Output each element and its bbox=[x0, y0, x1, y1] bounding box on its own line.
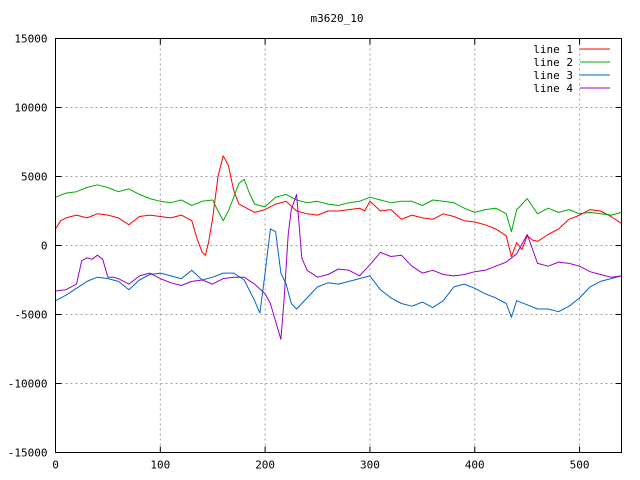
y-tick-label: 0 bbox=[41, 240, 48, 253]
legend-label: line 1 bbox=[533, 43, 573, 56]
x-tick-label: 0 bbox=[52, 459, 59, 472]
series-line-3 bbox=[55, 228, 622, 318]
x-tick-label: 200 bbox=[255, 459, 275, 472]
chart-title: m3620_10 bbox=[311, 12, 364, 25]
x-tick-label: 400 bbox=[465, 459, 485, 472]
series-lines bbox=[55, 155, 622, 340]
x-tick-label: 300 bbox=[360, 459, 380, 472]
series-line-4 bbox=[55, 193, 622, 340]
y-tick-label: 10000 bbox=[14, 102, 47, 115]
legend-label: line 2 bbox=[533, 56, 573, 69]
legend-label: line 4 bbox=[533, 82, 573, 95]
axis-ticks: -15000 -10000 -5000 0 5000 10000 15000 0 100 200 3… bbox=[8, 33, 622, 472]
series-line-1 bbox=[55, 155, 622, 257]
y-tick-label: 5000 bbox=[21, 171, 48, 184]
y-tick-label: -15000 bbox=[8, 447, 48, 460]
grid bbox=[55, 38, 622, 453]
x-tick-label: 100 bbox=[150, 459, 170, 472]
x-tick-label: 500 bbox=[570, 459, 590, 472]
legend-label: line 3 bbox=[533, 69, 573, 82]
y-tick-label: -10000 bbox=[8, 378, 48, 391]
series-line-2 bbox=[55, 178, 622, 233]
y-tick-label: 15000 bbox=[14, 33, 47, 46]
y-tick-label: -5000 bbox=[14, 309, 47, 322]
